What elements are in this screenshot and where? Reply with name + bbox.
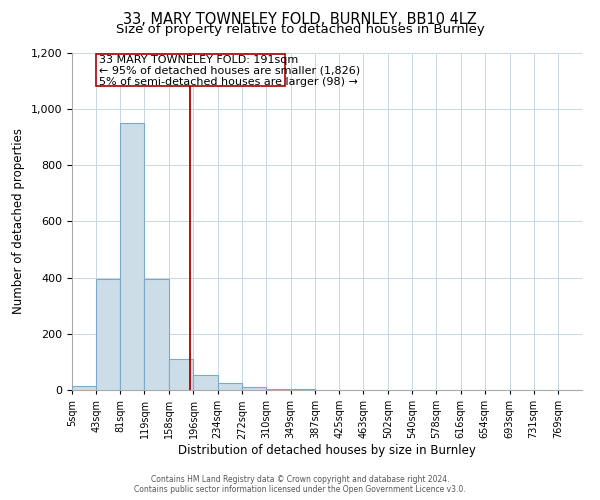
Bar (145, 279, 169, 390)
Text: 33 MARY TOWNELEY FOLD: 191sqm: 33 MARY TOWNELEY FOLD: 191sqm (99, 55, 298, 65)
Bar (266, 388, 290, 390)
Text: 33, MARY TOWNELEY FOLD, BURNLEY, BB10 4LZ: 33, MARY TOWNELEY FOLD, BURNLEY, BB10 4L… (123, 12, 477, 28)
Text: ← 95% of detached houses are smaller (1,826): ← 95% of detached houses are smaller (1,… (99, 66, 360, 76)
Bar (218, 383, 242, 390)
Y-axis label: Number of detached properties: Number of detached properties (12, 128, 25, 314)
Bar (169, 359, 193, 390)
Bar (72, 386, 96, 390)
X-axis label: Distribution of detached houses by size in Burnley: Distribution of detached houses by size … (178, 444, 476, 457)
Text: Contains HM Land Registry data © Crown copyright and database right 2024.
Contai: Contains HM Land Registry data © Crown c… (134, 474, 466, 494)
Text: 5% of semi-detached houses are larger (98) →: 5% of semi-detached houses are larger (9… (99, 76, 358, 86)
Bar (242, 387, 266, 390)
Bar (193, 374, 218, 390)
Bar (96, 279, 121, 390)
Bar (121, 123, 145, 390)
Text: Size of property relative to detached houses in Burnley: Size of property relative to detached ho… (116, 22, 484, 36)
FancyBboxPatch shape (96, 54, 285, 86)
